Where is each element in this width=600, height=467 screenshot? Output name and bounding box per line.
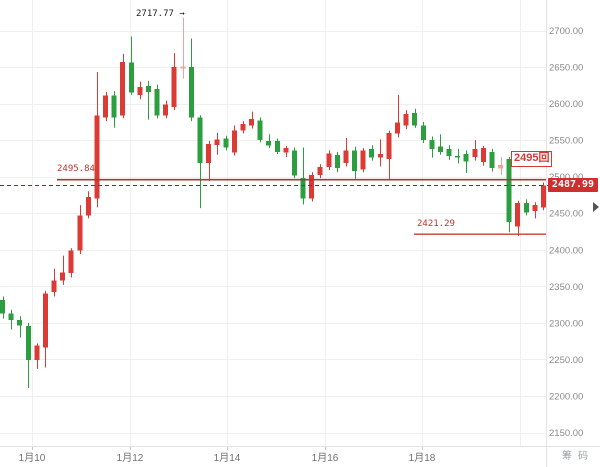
candle-body <box>154 89 160 116</box>
candle-body <box>515 203 521 227</box>
candle-body <box>51 280 57 293</box>
bottom-right-label[interactable]: 筹码 <box>562 451 594 462</box>
candle-body <box>420 125 426 141</box>
candle-body <box>68 250 74 274</box>
y-axis-label: 2450.00 <box>549 209 583 220</box>
y-axis-label: 2500.00 <box>549 172 583 183</box>
candle-body <box>17 319 23 326</box>
candle-body <box>352 150 358 171</box>
candle-body <box>231 130 237 153</box>
candle-body <box>171 67 177 108</box>
y-axis-label: 2700.00 <box>549 26 583 37</box>
x-axis-label: 1月12 <box>117 452 144 464</box>
candle-body <box>274 140 280 152</box>
candle-body <box>197 117 203 163</box>
y-axis-label: 2650.00 <box>549 63 583 74</box>
candle-body <box>137 86 143 95</box>
candle-body <box>403 113 409 126</box>
candle-body <box>120 61 126 116</box>
candle-body <box>8 313 14 320</box>
y-axis-label: 2600.00 <box>549 99 583 110</box>
candle-body <box>472 148 478 157</box>
candle-body <box>437 146 443 152</box>
candle-body <box>343 150 349 163</box>
candle-body <box>412 113 418 126</box>
x-axis-label: 1月18 <box>409 452 436 464</box>
candle-body <box>25 325 31 361</box>
candle-body <box>249 118 254 126</box>
candle-body <box>360 150 366 170</box>
candle-body <box>300 178 306 199</box>
y-axis-label: 2300.00 <box>549 318 583 329</box>
candle-body <box>34 345 40 361</box>
candle-body <box>206 143 212 163</box>
candle-body <box>103 95 108 118</box>
candle-body <box>446 148 452 157</box>
y-axis-label: 2200.00 <box>549 391 583 402</box>
candle-body <box>498 165 503 169</box>
candle-body <box>523 203 529 213</box>
candle-body <box>146 86 151 92</box>
candle-body <box>429 140 435 149</box>
candle-body <box>283 148 289 153</box>
scale-collapse-arrow-icon[interactable] <box>593 202 599 212</box>
candle-body <box>334 154 340 168</box>
x-axis-label: 1月10 <box>19 452 46 464</box>
candle-body <box>489 151 495 168</box>
candle-body <box>257 120 263 141</box>
candle-body <box>455 156 461 158</box>
candle-body <box>188 67 194 118</box>
candle-body <box>60 272 66 281</box>
candle-body <box>266 140 272 146</box>
y-axis-label: 2400.00 <box>549 245 583 256</box>
candle-body <box>386 132 392 160</box>
candle-body <box>395 122 400 134</box>
candle-body <box>326 153 332 168</box>
candle-body <box>128 62 134 93</box>
price-note-box[interactable]: 2495回 <box>511 151 553 167</box>
candle-body <box>214 139 220 146</box>
x-axis-label: 1月14 <box>214 452 241 464</box>
candle-body <box>377 154 383 158</box>
candle-body <box>0 300 5 314</box>
candle-body <box>292 150 297 176</box>
candle-body <box>223 138 229 148</box>
last-price-tag: 2487.99 <box>548 178 598 192</box>
candle-body <box>541 185 546 208</box>
candle-body <box>317 167 323 176</box>
y-axis-label: 2150.00 <box>549 428 583 439</box>
y-axis-label: 2250.00 <box>549 355 583 366</box>
candle-body <box>240 124 246 131</box>
candle-body <box>42 293 48 348</box>
candle-body <box>309 175 315 199</box>
candle-body <box>480 148 486 163</box>
candle-body <box>77 215 83 251</box>
candle-body <box>111 95 117 118</box>
candle-body <box>506 159 512 222</box>
y-axis-label: 2350.00 <box>549 282 583 293</box>
y-axis-label: 2550.00 <box>549 136 583 147</box>
candle-body <box>463 154 469 162</box>
candle-body <box>532 205 538 211</box>
x-axis-label: 1月16 <box>312 452 339 464</box>
candle-body <box>180 66 186 69</box>
candle-body <box>163 104 169 116</box>
candle-body <box>94 115 100 199</box>
candle-body <box>369 148 375 158</box>
candle-body <box>85 197 91 216</box>
